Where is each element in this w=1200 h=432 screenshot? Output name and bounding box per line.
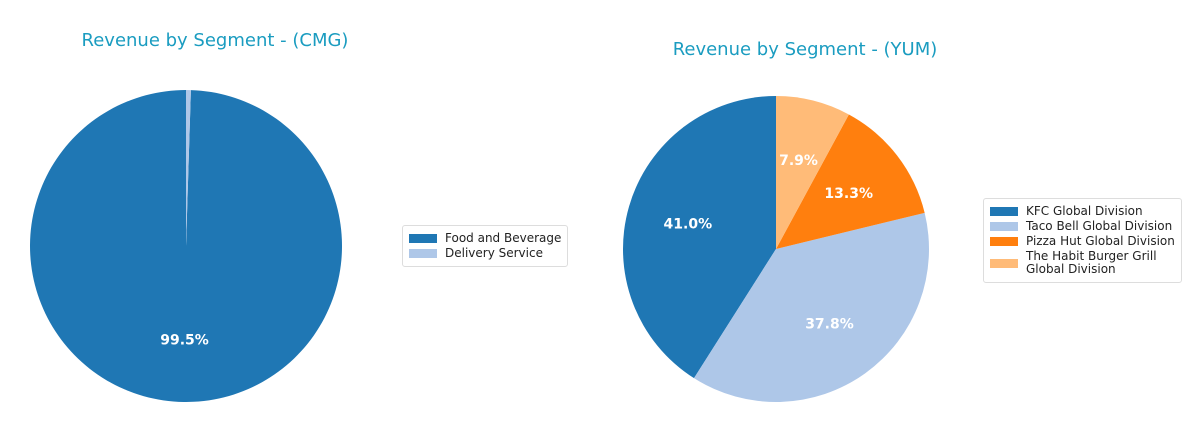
legend-item: KFC Global Division xyxy=(990,205,1175,218)
legend-swatch xyxy=(990,222,1018,231)
legend-swatch xyxy=(409,234,437,243)
legend-yum: KFC Global Division Taco Bell Global Divi… xyxy=(983,198,1182,283)
legend-item: Pizza Hut Global Division xyxy=(990,235,1175,248)
legend-label: Pizza Hut Global Division xyxy=(1026,234,1175,248)
data-label: 41.0% xyxy=(664,216,713,232)
legend-label: Food and Beverage xyxy=(445,231,562,245)
legend-cmg: Food and Beverage Delivery Service xyxy=(402,225,569,267)
chart-title-yum: Revenue by Segment - (YUM) xyxy=(673,39,938,60)
legend-item: The Habit Burger Grill Global Division xyxy=(990,250,1175,276)
legend-label: The Habit Burger Grill Global Division xyxy=(1026,249,1157,276)
data-label: 13.3% xyxy=(824,186,873,202)
data-label: 37.8% xyxy=(805,317,854,333)
legend-item: Delivery Service xyxy=(409,247,561,260)
legend-swatch xyxy=(990,207,1018,216)
pie-slice-taco-bell-global-division xyxy=(694,212,929,403)
pie-slice-delivery-service xyxy=(186,90,191,246)
legend-swatch xyxy=(990,237,1018,246)
legend-item: Taco Bell Global Division xyxy=(990,220,1175,233)
chart-title-cmg: Revenue by Segment - (CMG) xyxy=(82,30,349,51)
data-label: 7.9% xyxy=(779,153,818,169)
pie-slice-kfc-global-division xyxy=(622,96,776,379)
legend-swatch xyxy=(990,258,1018,268)
pie-slice-pizza-hut-global-division xyxy=(776,114,925,250)
pie-slice-the-habit-burger-grill-global-division xyxy=(776,96,849,249)
legend-label: Taco Bell Global Division xyxy=(1026,219,1173,233)
legend-label: KFC Global Division xyxy=(1026,204,1143,218)
legend-item: Food and Beverage xyxy=(409,232,561,245)
pie-slice-food-and-beverage xyxy=(30,90,343,402)
data-label: 99.5% xyxy=(160,333,209,349)
legend-label: Delivery Service xyxy=(445,246,543,260)
legend-swatch xyxy=(409,249,437,258)
